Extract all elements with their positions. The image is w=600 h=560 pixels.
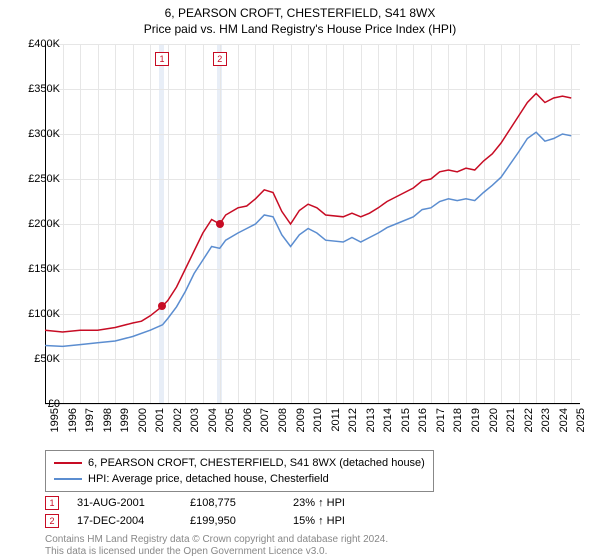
y-tick-label: £300K: [10, 128, 60, 140]
x-tick-label: 2025: [575, 408, 587, 432]
x-tick-label: 1996: [67, 408, 79, 432]
x-tick-label: 2007: [259, 408, 271, 432]
footer: Contains HM Land Registry data © Crown c…: [45, 534, 388, 558]
y-tick-label: £200K: [10, 218, 60, 230]
transaction-row: 1 31-AUG-2001 £108,775 23% ↑ HPI: [45, 494, 580, 512]
x-tick-label: 2012: [347, 408, 359, 432]
transaction-dot: [216, 220, 224, 228]
series-line-1: [45, 94, 571, 333]
x-tick-label: 1997: [84, 408, 96, 432]
chart-subtitle: Price paid vs. HM Land Registry's House …: [0, 20, 600, 36]
legend-label-1: 6, PEARSON CROFT, CHESTERFIELD, S41 8WX …: [88, 457, 425, 469]
x-tick-label: 2017: [435, 408, 447, 432]
chart-title: 6, PEARSON CROFT, CHESTERFIELD, S41 8WX: [0, 0, 600, 20]
x-tick-label: 2019: [470, 408, 482, 432]
x-tick-label: 2000: [137, 408, 149, 432]
legend-label-2: HPI: Average price, detached house, Ches…: [88, 473, 329, 485]
y-tick-label: £250K: [10, 173, 60, 185]
x-tick-label: 2018: [452, 408, 464, 432]
x-tick-label: 2005: [224, 408, 236, 432]
x-tick-label: 1999: [119, 408, 131, 432]
transaction-row-marker: 2: [45, 514, 59, 528]
x-tick-label: 2006: [242, 408, 254, 432]
x-tick-label: 2008: [277, 408, 289, 432]
x-tick-label: 2009: [295, 408, 307, 432]
x-tick-label: 2010: [312, 408, 324, 432]
transaction-date: 17-DEC-2004: [77, 515, 172, 527]
transaction-marker: 1: [155, 52, 169, 66]
x-tick-label: 2014: [382, 408, 394, 432]
legend-swatch-2: [54, 478, 82, 480]
footer-line-2: This data is licensed under the Open Gov…: [45, 546, 388, 558]
x-tick-label: 2016: [417, 408, 429, 432]
transaction-table: 1 31-AUG-2001 £108,775 23% ↑ HPI 2 17-DEC-200…: [45, 494, 580, 530]
transaction-date: 31-AUG-2001: [77, 497, 172, 509]
transaction-marker: 2: [213, 52, 227, 66]
y-tick-label: £150K: [10, 263, 60, 275]
y-tick-label: £400K: [10, 38, 60, 50]
transaction-diff: 15% ↑ HPI: [293, 515, 383, 527]
transaction-diff: 23% ↑ HPI: [293, 497, 383, 509]
transaction-dot: [158, 302, 166, 310]
gridline-h: [45, 404, 580, 405]
y-tick-label: £100K: [10, 308, 60, 320]
x-tick-label: 2013: [365, 408, 377, 432]
chart-area: 12: [45, 44, 580, 404]
x-tick-label: 2023: [540, 408, 552, 432]
transaction-price: £108,775: [190, 497, 275, 509]
footer-line-1: Contains HM Land Registry data © Crown c…: [45, 534, 388, 546]
x-tick-label: 2003: [189, 408, 201, 432]
x-tick-label: 2002: [172, 408, 184, 432]
x-tick-label: 1995: [49, 408, 61, 432]
x-tick-label: 2024: [558, 408, 570, 432]
x-tick-label: 2001: [154, 408, 166, 432]
legend-item-1: 6, PEARSON CROFT, CHESTERFIELD, S41 8WX …: [54, 455, 425, 471]
y-tick-label: £50K: [10, 353, 60, 365]
y-tick-label: £350K: [10, 83, 60, 95]
legend-swatch-1: [54, 462, 82, 464]
chart-container: 6, PEARSON CROFT, CHESTERFIELD, S41 8WX …: [0, 0, 600, 560]
transaction-row: 2 17-DEC-2004 £199,950 15% ↑ HPI: [45, 512, 580, 530]
series-line-2: [45, 132, 571, 346]
plot-svg: [45, 44, 580, 404]
legend: 6, PEARSON CROFT, CHESTERFIELD, S41 8WX …: [45, 450, 580, 492]
x-tick-label: 2004: [207, 408, 219, 432]
legend-item-2: HPI: Average price, detached house, Ches…: [54, 471, 425, 487]
x-tick-label: 2022: [523, 408, 535, 432]
transaction-row-marker: 1: [45, 496, 59, 510]
transaction-price: £199,950: [190, 515, 275, 527]
x-tick-label: 2021: [505, 408, 517, 432]
legend-box: 6, PEARSON CROFT, CHESTERFIELD, S41 8WX …: [45, 450, 434, 492]
x-tick-label: 2015: [400, 408, 412, 432]
x-tick-label: 2020: [488, 408, 500, 432]
x-tick-label: 1998: [102, 408, 114, 432]
x-tick-label: 2011: [330, 408, 342, 432]
